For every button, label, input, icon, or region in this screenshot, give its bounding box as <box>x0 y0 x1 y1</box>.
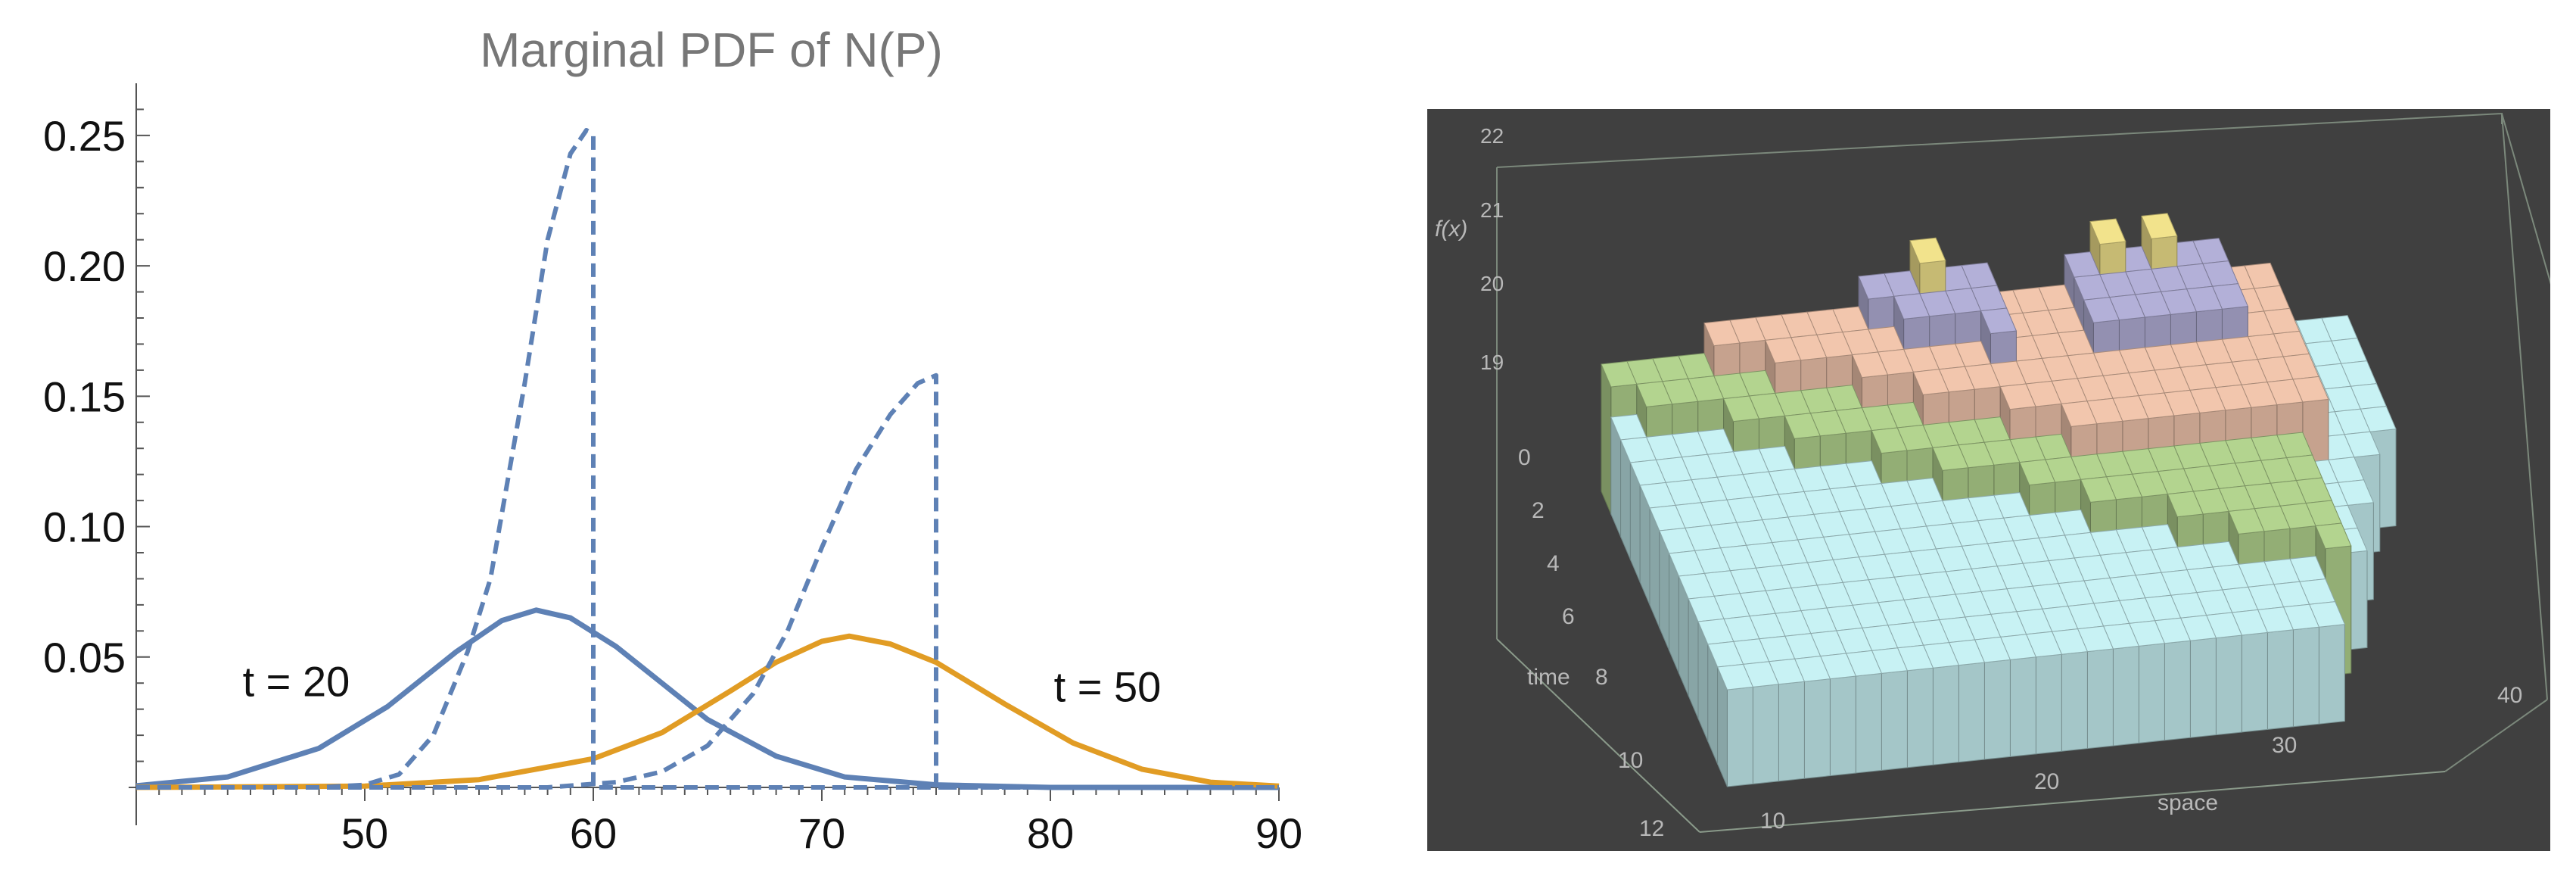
bar-front-face <box>1958 662 1985 763</box>
bar-top-face <box>2019 459 2056 486</box>
bar-front-face <box>1803 678 1831 779</box>
axis-lines <box>1496 638 2446 833</box>
annotations: t = 20 t = 50 <box>216 656 1187 714</box>
bar-front-face <box>2138 643 2165 744</box>
bar-top-face <box>1871 427 1908 454</box>
bar-top-face <box>1909 237 1946 264</box>
x-axis-label: space <box>2158 790 2218 815</box>
bar-front-face <box>1829 675 1856 777</box>
y-tick-labels: 0.05 0.10 0.15 0.20 0.25 <box>43 112 126 681</box>
chart-title: Marginal PDF of N(P) <box>480 23 943 77</box>
z-tick-label: 19 <box>1480 351 1504 374</box>
bar-top-face <box>1912 369 1949 395</box>
y-tick-label: 0.20 <box>43 242 126 290</box>
bar-front-face <box>2318 624 2345 725</box>
y-tick-label: 0.10 <box>43 503 126 551</box>
y-tick-label: 10 <box>1618 748 1643 773</box>
bar-front-face <box>1932 665 1959 765</box>
bar-front-face <box>2292 626 2319 728</box>
bar-front-face <box>2215 634 2242 736</box>
bar-front-face <box>2009 656 2036 757</box>
x-tick-label: 50 <box>341 809 388 857</box>
y-tick-label: 4 <box>1547 551 1560 576</box>
x-tick-label: 30 <box>2272 733 2297 758</box>
bar-front-face <box>1726 686 1753 787</box>
bar-top-face <box>2167 491 2204 518</box>
marginal-pdf-chart: Marginal PDF of N(P) 0.05 0.10 0.15 0.20 0.2… <box>43 23 1302 857</box>
bar-top-face <box>2080 476 2117 503</box>
x-tick-labels: 50 60 70 80 90 <box>341 809 1302 857</box>
bar-top-face <box>1980 307 2018 335</box>
bar-front-face <box>1906 667 1934 768</box>
y-tick-label: 6 <box>1562 604 1575 629</box>
bar-front-face <box>2035 653 2062 755</box>
bar-front-face <box>1983 659 2011 760</box>
series-line-3 <box>136 373 1279 790</box>
z-axis-label: f(x) <box>1435 217 1467 242</box>
x-tick-labels: 10 20 30 40 <box>1760 683 2522 834</box>
bar-top-face <box>1716 663 1754 691</box>
y-tick-label: 12 <box>1639 816 1664 841</box>
y-tick-label: 2 <box>1532 498 1545 523</box>
bar-front-face <box>2061 651 2088 752</box>
annotation-background <box>216 656 376 709</box>
bar-front-face <box>1752 684 1779 784</box>
curve-annotation: t = 20 <box>243 657 350 705</box>
annotation-background <box>1028 662 1187 714</box>
z-tick-labels: 22 21 20 19 <box>1480 124 1504 374</box>
curves <box>135 128 1280 790</box>
bar-front-face <box>1881 670 1908 771</box>
y-axis-label: time <box>1527 665 1570 690</box>
bar-top-face <box>2083 297 2120 323</box>
bar-top-face <box>2228 508 2265 535</box>
bar-top-face <box>1999 383 2036 410</box>
x-tick-label: 20 <box>2034 769 2059 794</box>
y-tick-label: 8 <box>1595 665 1608 690</box>
bar-top-face <box>1636 381 1673 407</box>
bar-top-face <box>2315 522 2352 550</box>
bar-top-face <box>1703 320 1741 347</box>
y-tick-label: 0.05 <box>43 634 126 681</box>
bar-front-face <box>2266 629 2294 730</box>
bar-front-face <box>2241 631 2268 733</box>
series-line-1 <box>135 633 1280 790</box>
bar-top-face <box>1893 293 1930 320</box>
y-tick-label: 0.15 <box>43 373 126 420</box>
bars <box>1601 213 2397 787</box>
y-tick-label: 0 <box>1518 445 1531 470</box>
bar-top-face <box>2141 213 2178 239</box>
bar-front-face <box>1778 681 1805 782</box>
x-tick-label: 80 <box>1027 809 1074 857</box>
bar-top-face <box>1932 444 1969 471</box>
x-tick-label: 90 <box>1255 809 1302 857</box>
x-tick-label: 70 <box>798 809 845 857</box>
bar-top-face <box>1851 351 1889 379</box>
curve-annotation: t = 50 <box>1054 662 1162 710</box>
y-tick-label: 0.25 <box>43 112 126 160</box>
y-tick-labels: 0 2 4 6 8 10 12 <box>1518 445 1664 841</box>
bar-top-face <box>2061 401 2098 427</box>
bar-front-face <box>2112 645 2139 747</box>
bar-front-face <box>2086 648 2114 750</box>
z-tick-label: 22 <box>1480 124 1504 148</box>
space-time-3d-bar-chart: 22 21 20 19 f(x) 0 2 4 6 8 10 12 time 10… <box>1427 109 2550 851</box>
bar-front-face <box>2164 640 2191 741</box>
bar-side-face <box>1601 363 1612 515</box>
x-tick-label: 10 <box>1760 809 1785 834</box>
bar-front-face <box>2189 638 2217 738</box>
bar-top-face <box>1722 395 1760 422</box>
bar-top-face <box>1765 337 1802 363</box>
bar-top-face <box>1784 413 1821 439</box>
bounding-box <box>1496 112 2550 772</box>
bar-front-face <box>1855 672 1882 774</box>
x-tick-label: 60 <box>570 809 617 857</box>
x-tick-label: 40 <box>2497 683 2522 708</box>
bar-top-face <box>2089 218 2126 245</box>
z-tick-label: 20 <box>1480 272 1504 295</box>
z-tick-label: 21 <box>1480 198 1504 222</box>
